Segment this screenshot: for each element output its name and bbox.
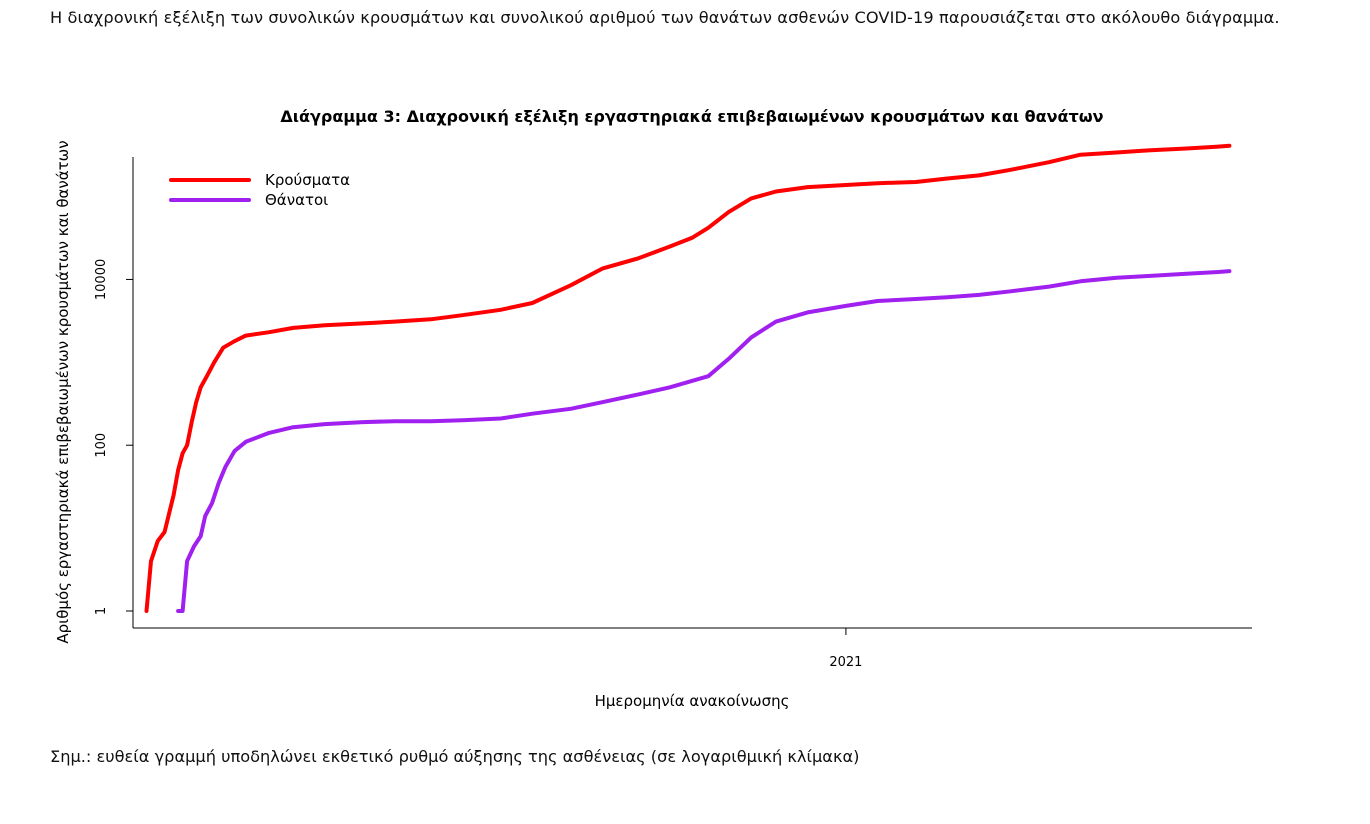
- y-axis: 1 100 10000: [94, 157, 134, 628]
- series-group: [144, 143, 1232, 613]
- legend: Κρούσματα Θάνατοι: [169, 171, 350, 209]
- legend-label-deaths: Θάνατοι: [265, 191, 328, 209]
- series-line-deaths: [176, 269, 1232, 613]
- y-axis-label: Αριθμός εργαστηριακά επιβεβαιωμένων κρου…: [54, 140, 72, 643]
- x-axis-label: Ημερομηνία ανακοίνωσης: [595, 692, 790, 710]
- x-tick-label: 2021: [829, 655, 862, 670]
- y-tick-label: 100: [94, 433, 109, 458]
- y-tick-label: 1: [94, 607, 109, 615]
- y-tick-label: 10000: [94, 259, 109, 300]
- series-line-cases: [144, 143, 1232, 613]
- x-axis: 2021: [133, 627, 1252, 670]
- legend-label-cases: Κρούσματα: [265, 171, 350, 189]
- footnote: Σημ.: ευθεία γραμμή υποδηλώνει εκθετικό …: [50, 747, 860, 766]
- chart-title: Διάγραμμα 3: Διαχρονική εξέλιξη εργαστηρ…: [280, 107, 1103, 126]
- intro-paragraph: Η διαχρονική εξέλιξη των συνολικών κρουσ…: [50, 8, 1280, 27]
